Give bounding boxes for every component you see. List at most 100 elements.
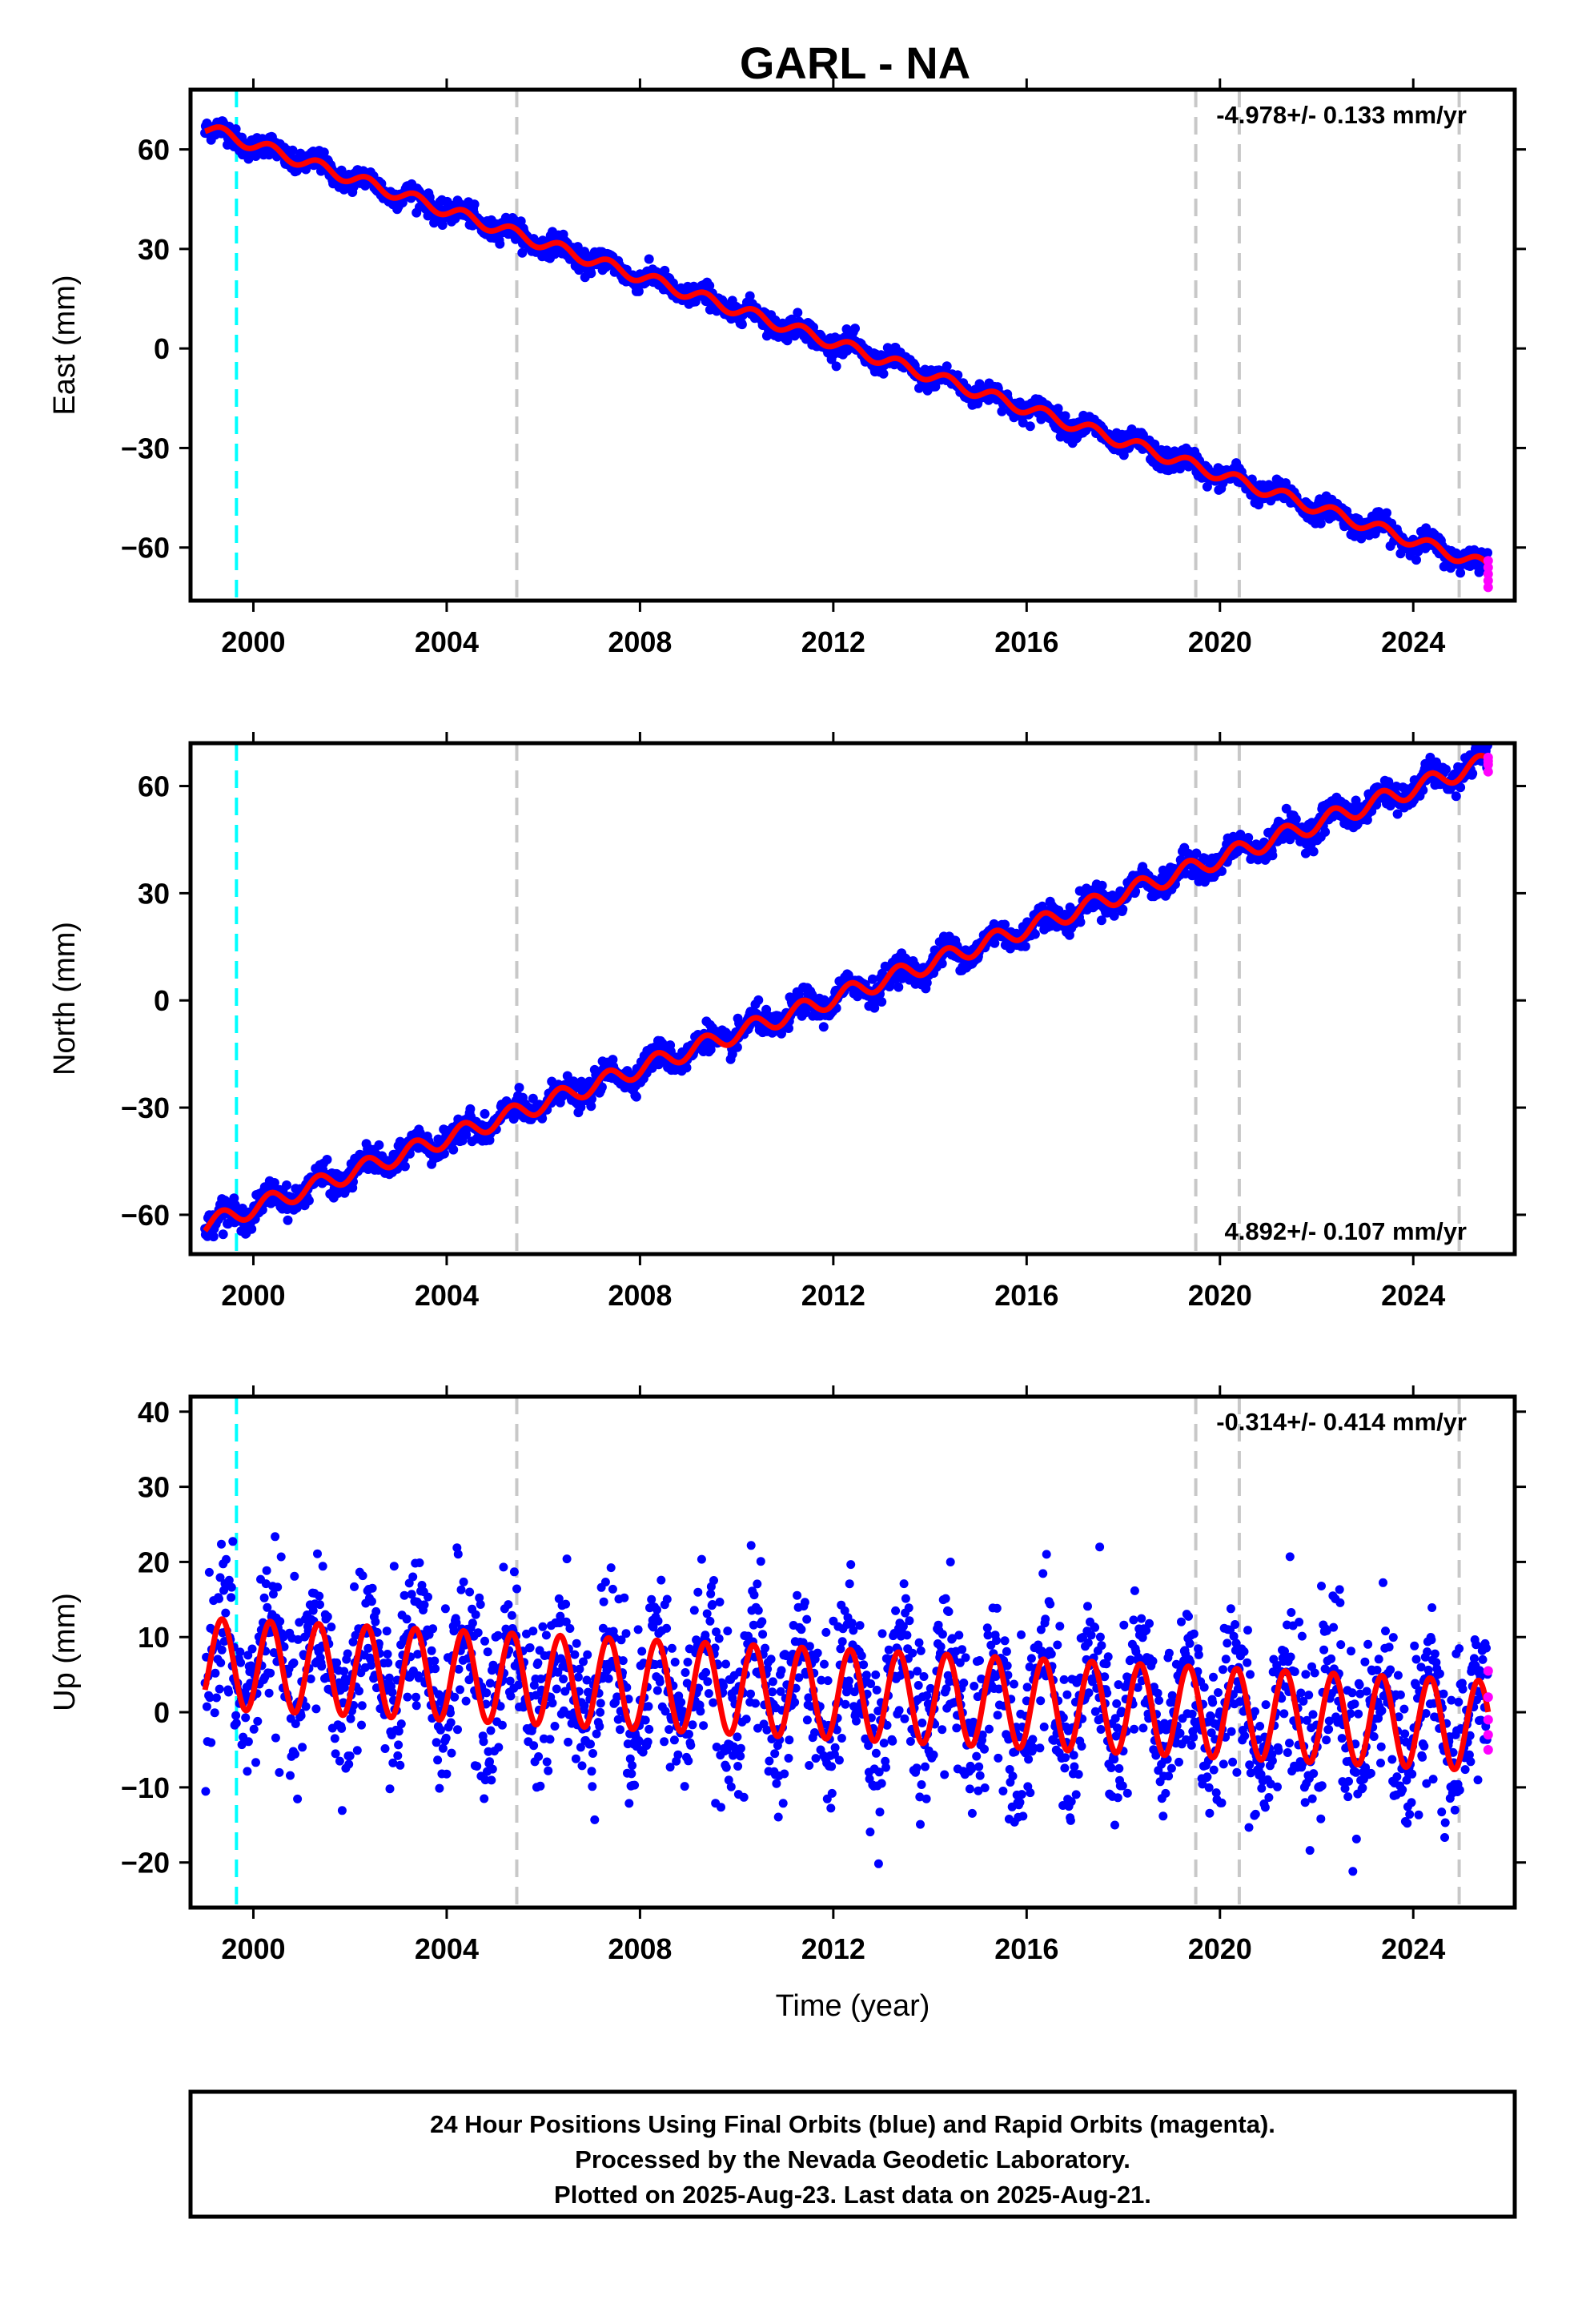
data-point (291, 1749, 299, 1759)
rapid-orbit-points (1483, 556, 1493, 593)
data-point (420, 1600, 429, 1610)
data-point (202, 1702, 211, 1711)
plot-frame (188, 87, 1517, 603)
data-point (562, 1554, 572, 1564)
data-point (403, 1692, 412, 1702)
data-point (228, 1537, 238, 1546)
data-point (282, 1180, 291, 1190)
data-point (343, 1649, 352, 1659)
data-point (737, 320, 747, 330)
data-point (231, 1719, 241, 1728)
data-point (453, 1725, 462, 1735)
data-point (408, 1572, 418, 1582)
data-point (705, 280, 715, 291)
y-tick-label: 30 (138, 877, 170, 910)
data-point (504, 1600, 513, 1610)
chart-title: GARL - NA (740, 38, 970, 88)
data-point (367, 1583, 377, 1593)
data-point (550, 1722, 560, 1731)
data-point (301, 1702, 311, 1711)
data-point (644, 254, 654, 264)
data-point (367, 1660, 376, 1670)
data-point (355, 1687, 363, 1696)
data-point (497, 1720, 507, 1730)
data-point (564, 1737, 573, 1747)
rapid-point (1483, 562, 1493, 573)
data-point (469, 199, 480, 210)
data-point (227, 1593, 236, 1602)
data-point (631, 1092, 641, 1102)
data-point (446, 1718, 456, 1727)
data-point (357, 1720, 366, 1730)
data-point (249, 1724, 259, 1734)
data-point (335, 1756, 344, 1766)
y-tick-label: 0 (154, 984, 170, 1017)
data-point (483, 1647, 492, 1657)
data-point (217, 1539, 226, 1549)
x-tick-label: 2000 (221, 1279, 285, 1312)
data-point (509, 1567, 519, 1577)
data-point (396, 1719, 406, 1729)
data-point (215, 1594, 223, 1603)
data-point (516, 216, 526, 227)
data-point (293, 1794, 303, 1803)
data-point (1020, 941, 1030, 951)
data-point (204, 1567, 214, 1577)
data-point (201, 1787, 211, 1796)
data-point (315, 1591, 324, 1601)
data-point (327, 1622, 336, 1632)
data-point (221, 1608, 231, 1618)
data-point (243, 1767, 252, 1776)
data-point (541, 1630, 551, 1640)
data-point (247, 1644, 257, 1654)
data-point (336, 165, 347, 175)
data-point (332, 1658, 342, 1667)
data-point (479, 1737, 488, 1747)
data-point (440, 1604, 450, 1614)
data-point (235, 1647, 245, 1657)
data-point (208, 1232, 219, 1242)
data-point (570, 1650, 580, 1659)
data-point (441, 1733, 451, 1743)
data-point (456, 1585, 466, 1594)
data-point (217, 1645, 227, 1655)
model-curve (203, 124, 1491, 567)
data-point (561, 1599, 571, 1609)
y-tick-label: 60 (138, 770, 170, 803)
data-point (480, 1636, 489, 1646)
data-point (298, 1743, 307, 1752)
data-point (565, 1624, 575, 1633)
rate-label: 4.892+/- 0.107 mm/yr (1225, 1217, 1467, 1245)
data-point (400, 1161, 410, 1172)
rapid-point (1483, 569, 1493, 579)
data-point (660, 265, 670, 275)
data-point (1097, 880, 1107, 891)
data-point (289, 1658, 299, 1667)
data-point (412, 1692, 420, 1702)
data-point (480, 1108, 490, 1119)
data-point (559, 1675, 568, 1684)
x-tick-label: 2004 (415, 1279, 479, 1312)
y-tick-label: −60 (121, 1199, 170, 1232)
data-point (424, 1592, 432, 1602)
data-point (430, 1656, 440, 1666)
data-point (259, 1593, 269, 1602)
y-tick-label: −30 (121, 1092, 170, 1124)
data-point (311, 1704, 321, 1714)
data-point (243, 1737, 253, 1747)
data-point (231, 1711, 241, 1720)
data-point (251, 1758, 260, 1767)
x-tick-label: 2012 (801, 625, 865, 658)
data-point (322, 1155, 332, 1164)
data-point (850, 324, 860, 334)
data-point (317, 1662, 327, 1671)
data-point (431, 1664, 440, 1674)
rate-label: -4.978+/- 0.133 mm/yr (1216, 101, 1467, 129)
rapid-point (1483, 576, 1493, 586)
data-point (231, 124, 241, 135)
data-point (537, 1113, 548, 1124)
data-point (436, 1725, 445, 1735)
data-point (485, 1757, 494, 1767)
data-point (1320, 826, 1331, 837)
